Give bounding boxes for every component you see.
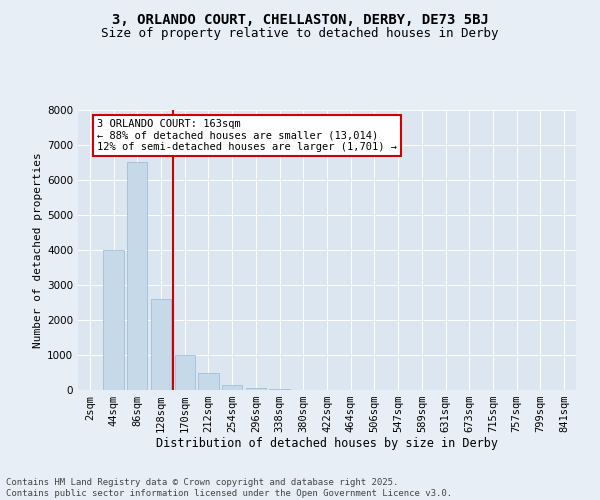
Bar [127, 162, 148, 390]
Bar [246, 388, 266, 390]
Bar [222, 385, 242, 390]
X-axis label: Distribution of detached houses by size in Derby: Distribution of detached houses by size … [156, 436, 498, 450]
Bar [199, 372, 218, 390]
Text: 3, ORLANDO COURT, CHELLASTON, DERBY, DE73 5BJ: 3, ORLANDO COURT, CHELLASTON, DERBY, DE7… [112, 12, 488, 26]
Text: Contains HM Land Registry data © Crown copyright and database right 2025.
Contai: Contains HM Land Registry data © Crown c… [6, 478, 452, 498]
Text: Size of property relative to detached houses in Derby: Size of property relative to detached ho… [101, 28, 499, 40]
Bar [103, 250, 124, 390]
Bar [151, 299, 171, 390]
Bar [175, 355, 195, 390]
Y-axis label: Number of detached properties: Number of detached properties [33, 152, 43, 348]
Text: 3 ORLANDO COURT: 163sqm
← 88% of detached houses are smaller (13,014)
12% of sem: 3 ORLANDO COURT: 163sqm ← 88% of detache… [97, 118, 397, 152]
